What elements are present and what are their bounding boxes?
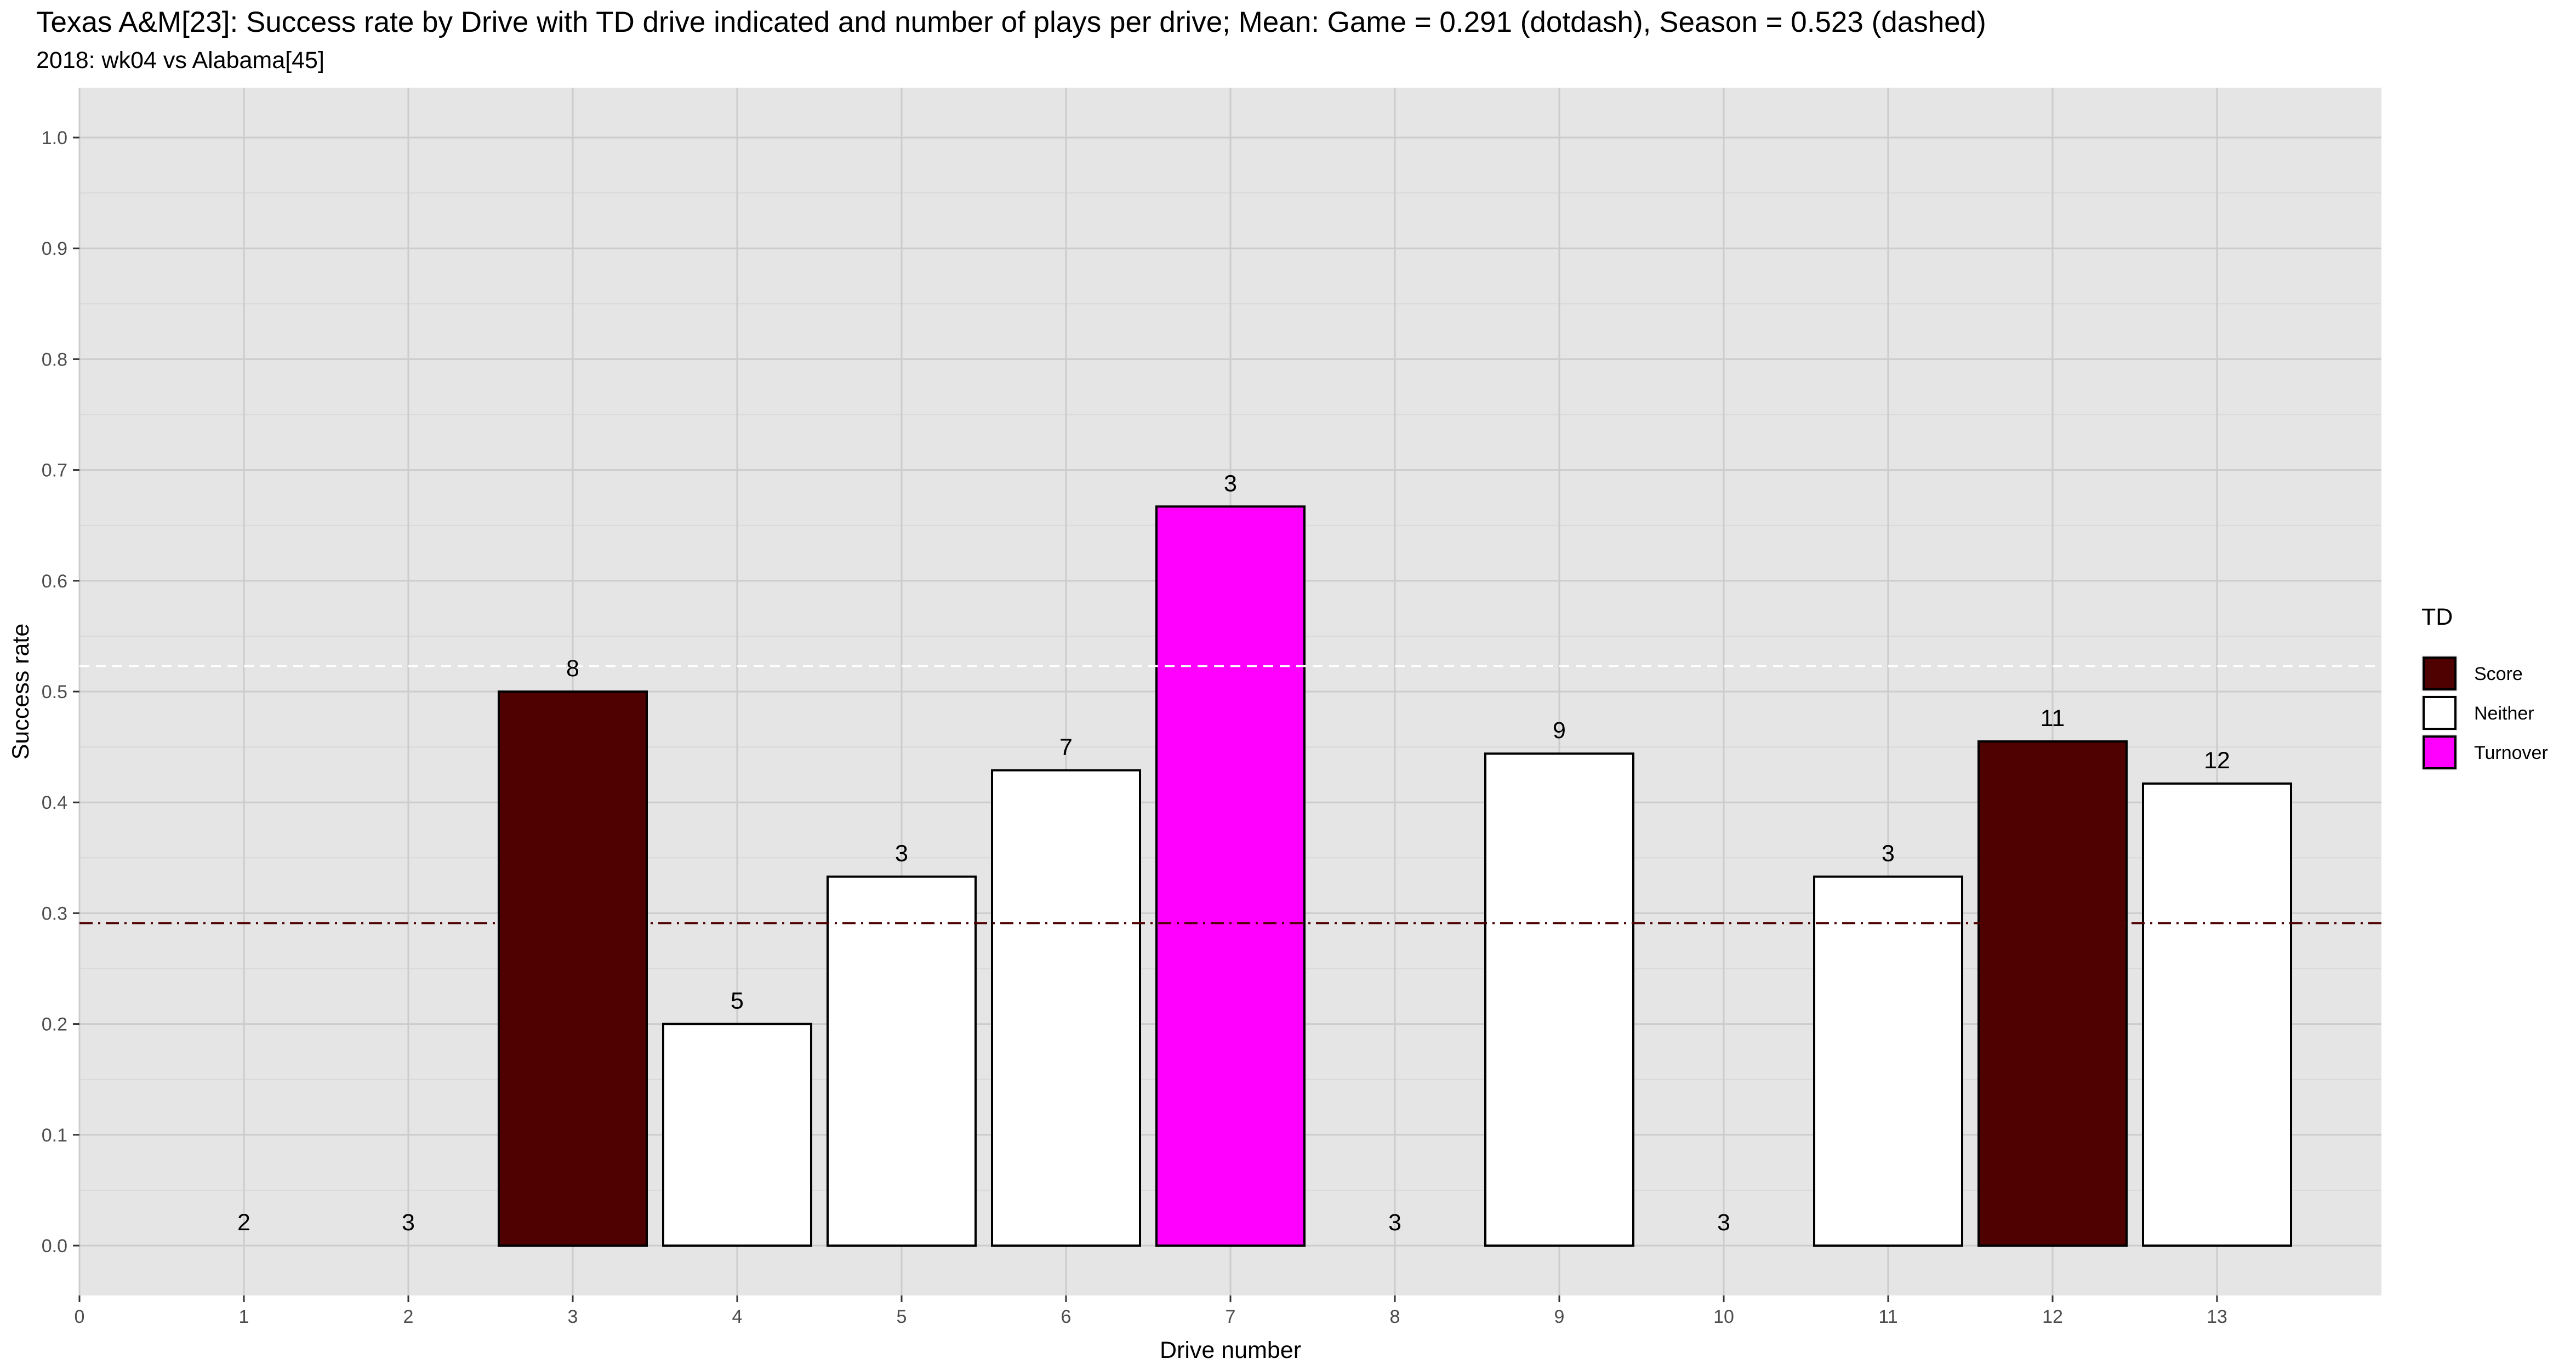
legend-label-turnover: Turnover — [2474, 743, 2548, 763]
y-tick-label: 1.0 — [42, 128, 67, 149]
x-tick-label: 4 — [732, 1306, 743, 1327]
x-tick-label: 13 — [2207, 1306, 2227, 1327]
bar-drive-5 — [827, 875, 977, 1247]
y-tick-label: 0.6 — [42, 571, 67, 592]
x-tick-label: 9 — [1554, 1306, 1565, 1327]
bar-label-drive-2: 3 — [402, 1209, 415, 1236]
x-tick-label: 7 — [1226, 1306, 1236, 1327]
bar-label-drive-13: 12 — [2204, 747, 2230, 774]
x-tick-label: 5 — [897, 1306, 907, 1327]
x-tick-label: 0 — [75, 1306, 85, 1327]
x-axis-title: Drive number — [1160, 1337, 1301, 1363]
legend-swatch-turnover — [2423, 735, 2457, 769]
y-tick-label: 0.7 — [42, 460, 67, 481]
x-tick-label: 6 — [1061, 1306, 1072, 1327]
bar-drive-4 — [662, 1023, 812, 1247]
chart-title: Texas A&M[23]: Success rate by Drive wit… — [36, 6, 1986, 38]
legend-swatch-neither — [2423, 696, 2457, 730]
bar-drive-3 — [498, 690, 648, 1247]
bar-drive-6 — [991, 769, 1141, 1247]
bar-label-drive-1: 2 — [237, 1209, 250, 1236]
bar-label-drive-9: 9 — [1553, 717, 1566, 744]
bar-label-drive-8: 3 — [1388, 1209, 1401, 1236]
legend-title: TD — [2421, 604, 2453, 630]
x-tick-label: 12 — [2042, 1306, 2063, 1327]
y-tick-label: 0.5 — [42, 682, 67, 703]
x-tick-label: 3 — [568, 1306, 578, 1327]
bar-label-drive-12: 11 — [2041, 705, 2065, 732]
bar-label-drive-6: 7 — [1059, 734, 1073, 761]
bar-label-drive-3: 8 — [566, 655, 579, 682]
y-tick-label: 0.3 — [42, 903, 67, 924]
bar-label-drive-4: 5 — [731, 988, 744, 1014]
bar-label-drive-10: 3 — [1717, 1209, 1730, 1236]
bar-label-drive-5: 3 — [895, 841, 908, 867]
bar-drive-13 — [2142, 782, 2292, 1247]
y-axis-title: Success rate — [8, 624, 34, 760]
y-tick-label: 0.2 — [42, 1014, 67, 1035]
bar-label-drive-11: 3 — [1882, 841, 1895, 867]
bar-drive-11 — [1813, 875, 1963, 1247]
legend-label-score: Score — [2474, 664, 2523, 684]
bar-drive-9 — [1484, 752, 1634, 1247]
legend-swatch-score — [2423, 657, 2457, 690]
bar-label-drive-7: 3 — [1224, 470, 1237, 496]
bar-drive-12 — [1977, 740, 2128, 1247]
y-tick-label: 0.9 — [42, 238, 67, 259]
x-tick-label: 8 — [1390, 1306, 1400, 1327]
x-tick-label: 10 — [1713, 1306, 1734, 1327]
x-tick-label: 1 — [239, 1306, 249, 1327]
y-tick-label: 0.8 — [42, 349, 67, 370]
x-tick-label: 11 — [1878, 1306, 1897, 1327]
y-tick-label: 0.4 — [42, 792, 67, 813]
y-tick-label: 0.1 — [42, 1125, 67, 1146]
bar-drive-7 — [1155, 505, 1306, 1247]
chart-subtitle: 2018: wk04 vs Alabama[45] — [36, 47, 324, 73]
legend-label-neither: Neither — [2474, 703, 2534, 724]
y-tick-label: 0.0 — [42, 1236, 67, 1257]
x-tick-label: 2 — [403, 1306, 414, 1327]
